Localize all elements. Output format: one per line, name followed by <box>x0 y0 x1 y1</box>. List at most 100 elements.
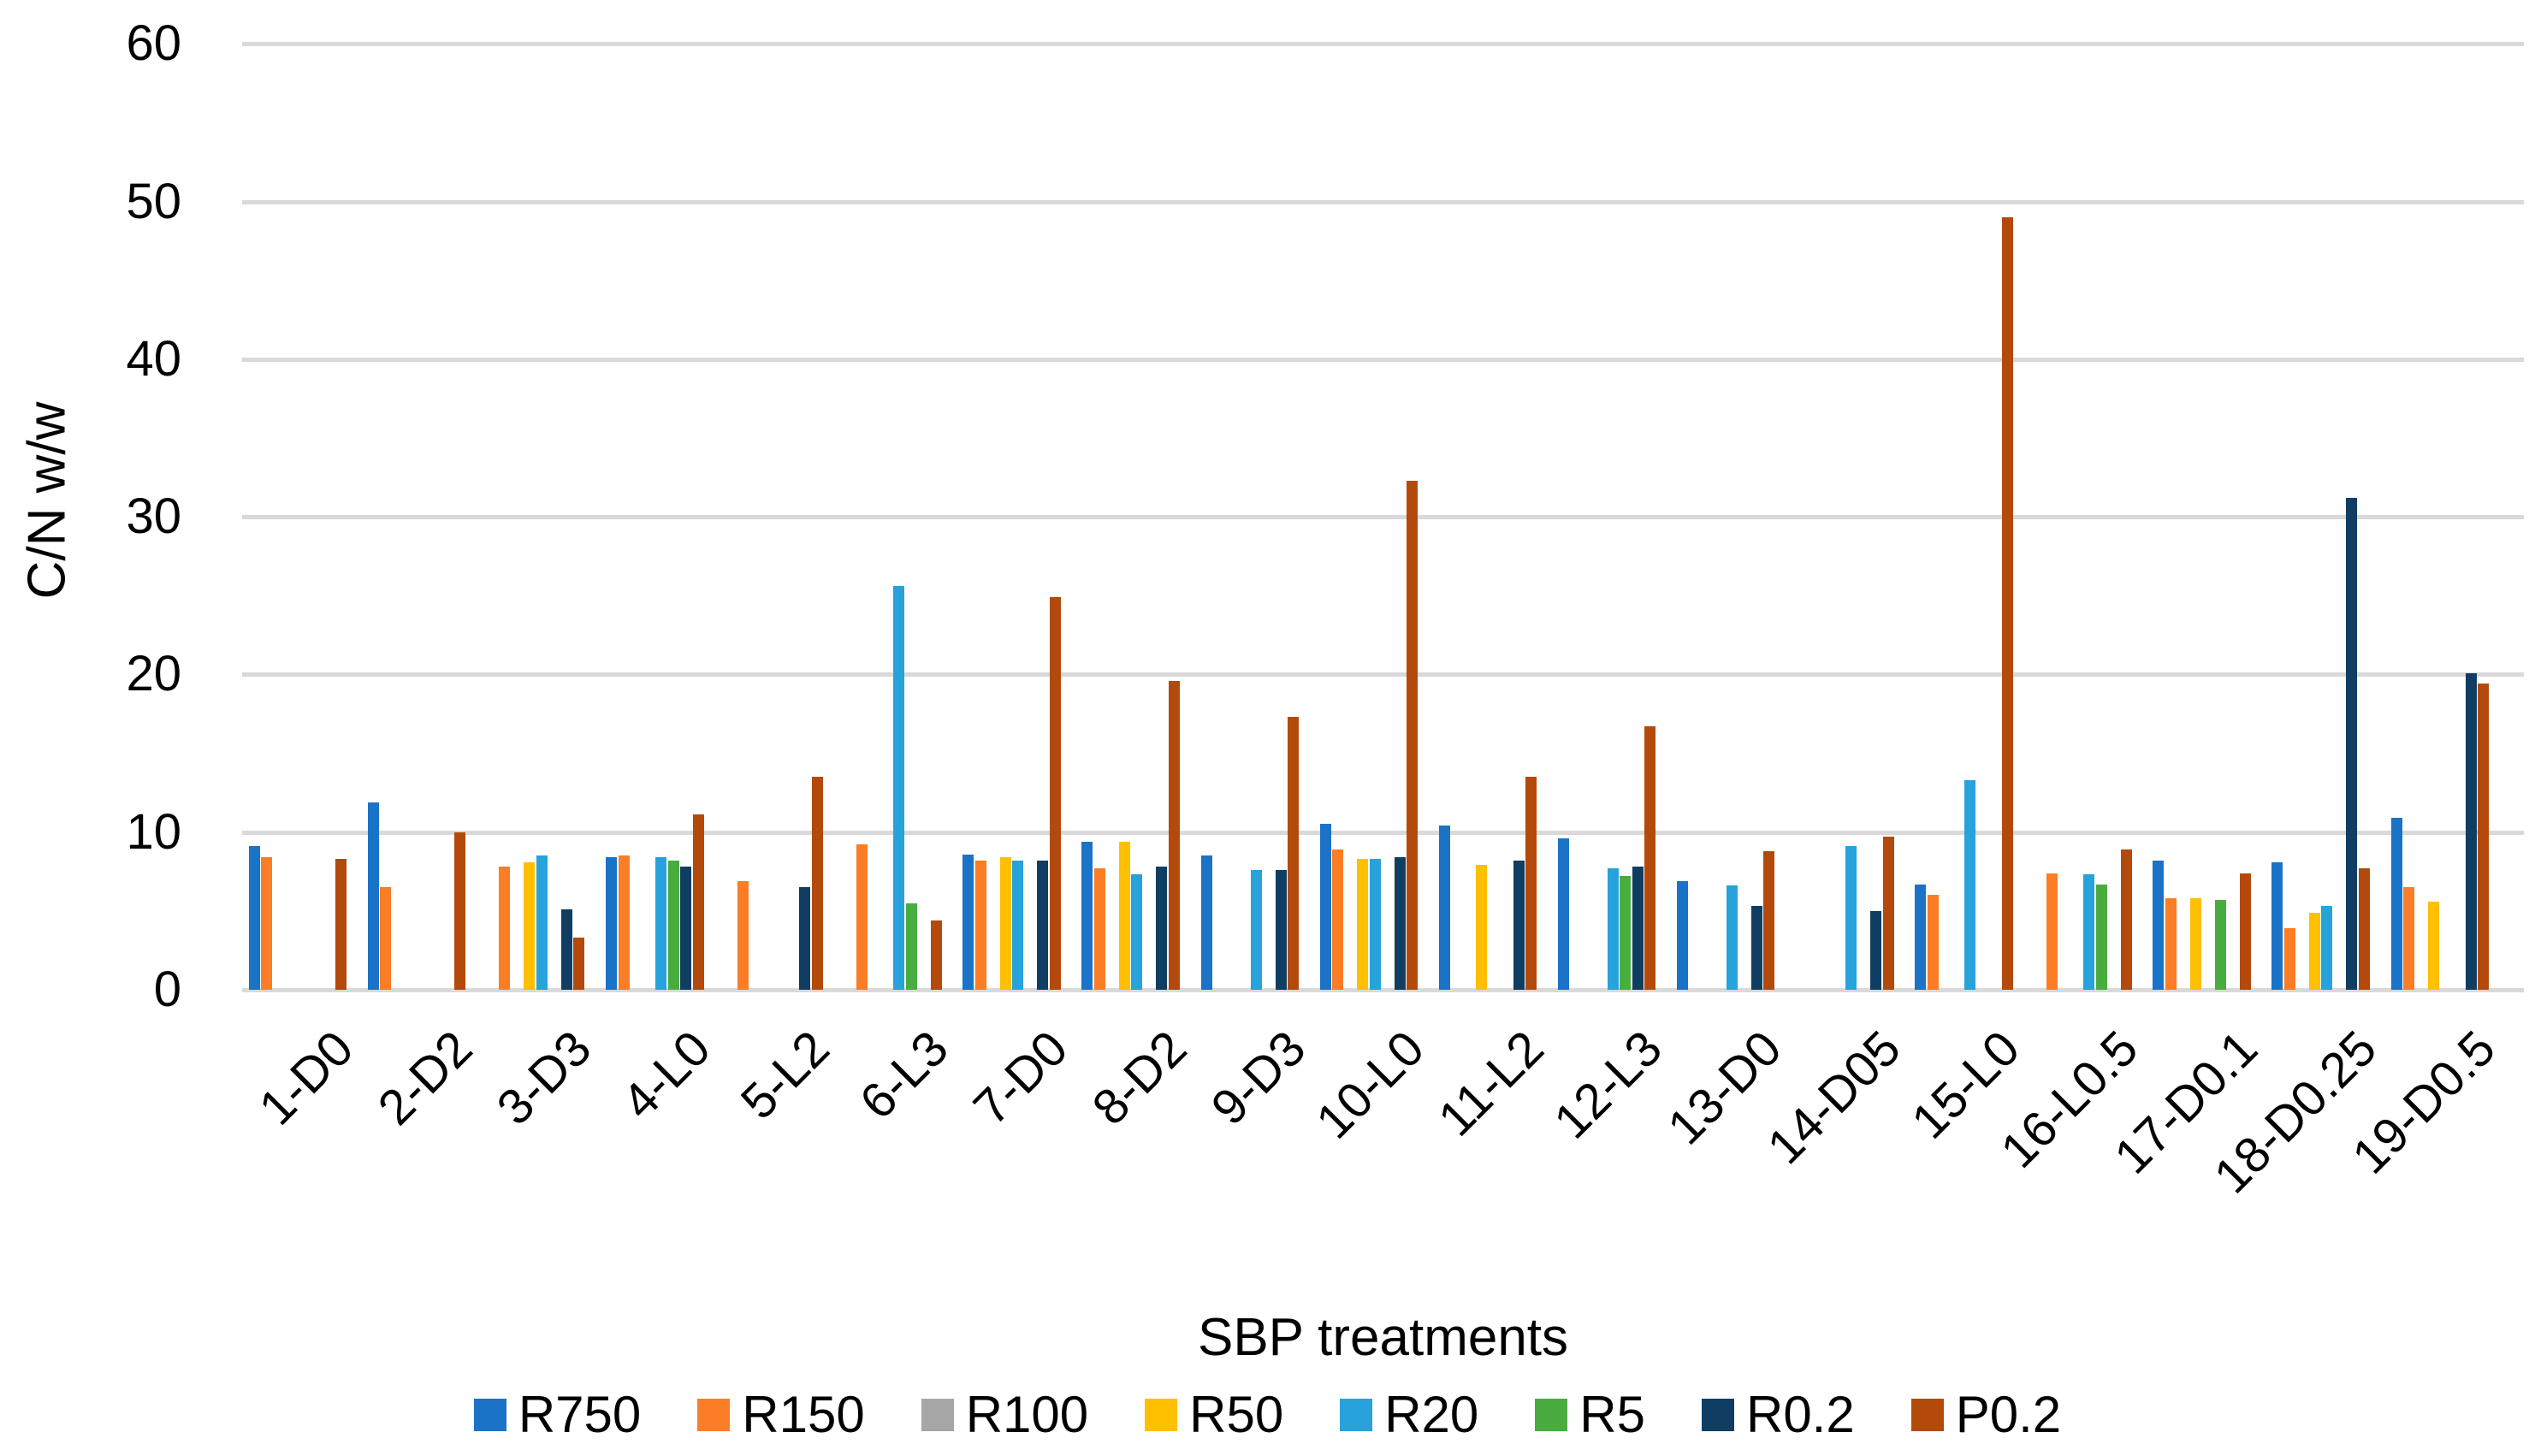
bar-R20-7-D0 <box>1012 860 1024 990</box>
bar-P0.2-16-L0.5 <box>2120 849 2132 990</box>
legend-item-R150: R150 <box>697 1386 865 1443</box>
legend-label-R100: R100 <box>965 1386 1089 1443</box>
bar-R5-12-L3 <box>1620 876 1632 990</box>
legend-label-R50: R50 <box>1189 1386 1284 1443</box>
bar-R150-3-D3 <box>499 867 511 990</box>
y-axis-tick-label: 50 <box>126 173 181 229</box>
bar-R150-19-D0.5 <box>2403 887 2414 990</box>
bar-P0.2-17-D0.1 <box>2239 873 2251 990</box>
gridline-40 <box>242 357 2524 362</box>
legend-label-R20: R20 <box>1384 1386 1479 1443</box>
bar-R150-1-D0 <box>261 857 273 990</box>
x-axis-tick-label: 14-D05 <box>1756 1020 1911 1175</box>
x-axis-tick-label: 11-L2 <box>1427 1020 1555 1147</box>
legend-swatch-R20 <box>1340 1399 1373 1431</box>
y-axis-tick-label: 40 <box>126 330 181 387</box>
bar-R20-3-D3 <box>536 855 548 990</box>
bar-R20-9-D3 <box>1250 869 1262 990</box>
legend-swatch-R5 <box>1535 1399 1568 1431</box>
bar-P0.2-2-D2 <box>454 832 466 990</box>
y-axis-tick-label: 60 <box>126 15 181 72</box>
bar-R0.2-10-L0 <box>1394 857 1406 990</box>
legend-label-R150: R150 <box>742 1386 865 1443</box>
y-axis-tick-label: 20 <box>126 646 181 702</box>
bar-R50-7-D0 <box>999 857 1011 990</box>
bar-R750-9-D3 <box>1200 855 1212 990</box>
bar-R150-7-D0 <box>974 860 986 990</box>
bar-R50-17-D0.1 <box>2189 898 2201 990</box>
legend-label-R750: R750 <box>518 1386 642 1443</box>
bar-R50-19-D0.5 <box>2428 901 2439 990</box>
bar-R0.2-18-D0.25 <box>2346 497 2358 990</box>
bar-R20-8-D2 <box>1131 874 1143 990</box>
x-axis-tick-label: 5-L2 <box>730 1020 840 1130</box>
bar-R5-16-L0.5 <box>2095 884 2107 990</box>
bar-R50-11-L2 <box>1476 865 1488 990</box>
bar-R750-15-L0 <box>1915 884 1927 990</box>
bar-R20-15-L0 <box>1964 779 1976 990</box>
bar-R20-6-L3 <box>893 586 905 990</box>
x-axis-tick-label: 12-L3 <box>1543 1020 1673 1150</box>
bar-P0.2-10-L0 <box>1407 480 1419 990</box>
bar-R5-6-L3 <box>905 903 917 990</box>
bar-R0.2-8-D2 <box>1156 867 1168 990</box>
bar-R150-15-L0 <box>1927 895 1939 990</box>
y-axis-tick-label: 10 <box>126 803 181 860</box>
bar-R0.2-4-L0 <box>680 867 691 990</box>
bar-R150-5-L2 <box>737 880 749 990</box>
bar-R0.2-19-D0.5 <box>2465 672 2477 990</box>
bar-R5-17-D0.1 <box>2214 899 2226 990</box>
bar-R0.2-5-L2 <box>799 887 811 990</box>
bar-R50-8-D2 <box>1118 841 1130 990</box>
x-axis-tick-label: 1-D0 <box>248 1020 364 1136</box>
bar-R150-6-L3 <box>856 844 868 990</box>
x-axis-tick-label: 8-D2 <box>1081 1020 1198 1136</box>
legend-label-R5: R5 <box>1579 1386 1645 1443</box>
bar-R0.2-12-L3 <box>1632 867 1644 990</box>
bar-R20-13-D0 <box>1726 885 1738 990</box>
bar-R150-2-D2 <box>380 887 392 990</box>
bar-R0.2-3-D3 <box>560 909 572 990</box>
y-axis-title: C/N w/w <box>17 401 77 600</box>
bar-R150-17-D0.1 <box>2165 898 2177 990</box>
bar-P0.2-14-D05 <box>1882 837 1894 990</box>
x-axis-tick-label: 4-L0 <box>611 1020 721 1130</box>
x-axis-tick-label: 6-L3 <box>849 1020 959 1130</box>
y-axis-tick-label: 0 <box>153 962 181 1017</box>
bar-R5-4-L0 <box>667 860 679 990</box>
legend-swatch-P0.2 <box>1910 1399 1944 1431</box>
bar-R150-8-D2 <box>1093 868 1105 990</box>
bar-P0.2-9-D3 <box>1288 717 1299 990</box>
gridline-0 <box>242 988 2524 992</box>
bar-R750-2-D2 <box>367 802 379 990</box>
bar-R750-18-D0.25 <box>2271 861 2283 990</box>
legend-swatch-R0.2 <box>1701 1399 1734 1431</box>
gridline-50 <box>242 199 2524 204</box>
bar-R750-10-L0 <box>1319 824 1331 990</box>
x-axis-tick-label: 2-D2 <box>367 1020 483 1136</box>
bar-R750-13-D0 <box>1676 880 1688 990</box>
bar-P0.2-18-D0.25 <box>2358 868 2370 990</box>
legend-item-R0.2: R0.2 <box>1701 1388 1855 1442</box>
bar-R150-16-L0.5 <box>2046 873 2058 990</box>
gridline-30 <box>242 515 2524 520</box>
bar-R20-4-L0 <box>655 857 666 990</box>
bar-P0.2-7-D0 <box>1049 597 1061 990</box>
bar-R20-10-L0 <box>1369 859 1381 990</box>
gridline-60 <box>242 42 2524 47</box>
bar-P0.2-13-D0 <box>1763 850 1775 990</box>
legend-item-R50: R50 <box>1145 1388 1283 1442</box>
legend-item-R5: R5 <box>1535 1388 1645 1442</box>
legend: R750 R150 R100 R50 R20 R5 R0.2 P0.2 <box>0 1388 2535 1442</box>
x-axis-tick-label: 3-D3 <box>486 1020 602 1136</box>
bar-R20-18-D0.25 <box>2321 906 2333 990</box>
gridline-10 <box>242 830 2524 835</box>
x-axis-title: SBP treatments <box>1197 1308 1569 1367</box>
bar-R750-1-D0 <box>248 846 260 990</box>
bar-R750-19-D0.5 <box>2390 818 2402 990</box>
bar-P0.2-5-L2 <box>811 777 823 990</box>
bar-R0.2-9-D3 <box>1275 869 1287 990</box>
bar-R20-14-D05 <box>1845 846 1857 990</box>
bar-R150-18-D0.25 <box>2283 928 2295 990</box>
